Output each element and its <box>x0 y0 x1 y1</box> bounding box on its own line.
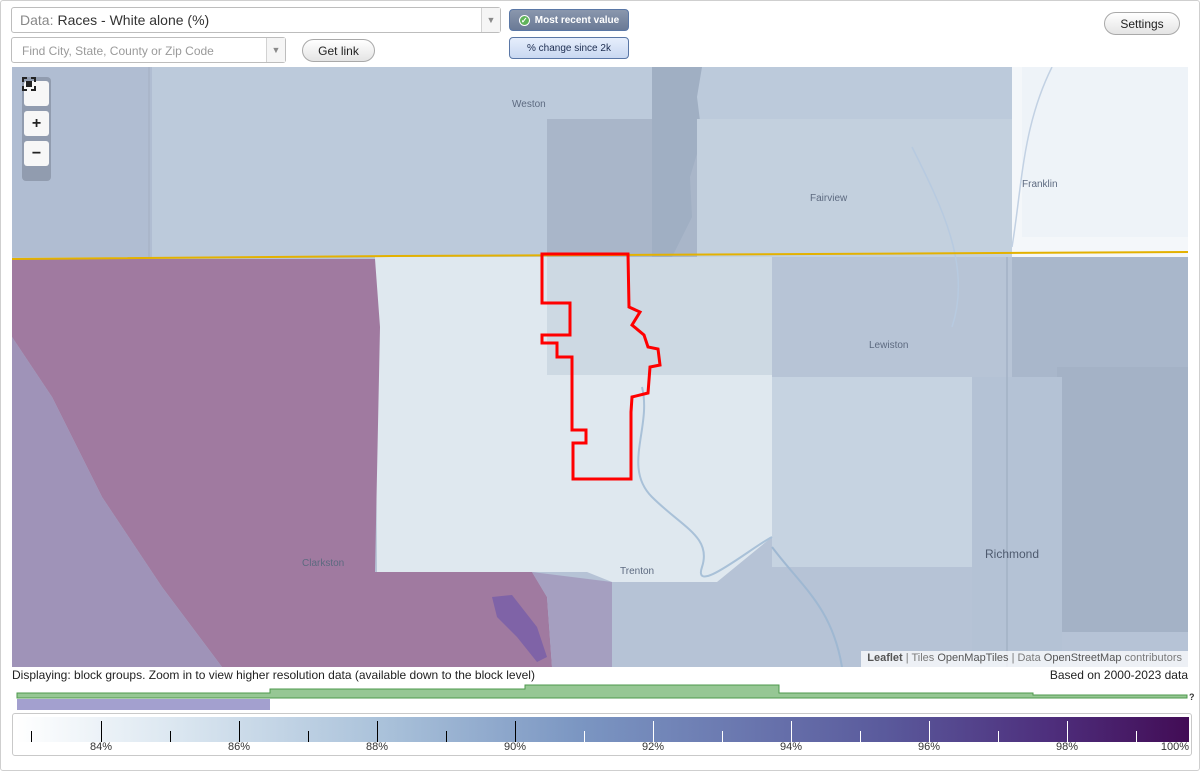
map-canvas[interactable] <box>12 67 1188 667</box>
leaflet-link[interactable]: Leaflet <box>867 652 903 664</box>
legend-major-tick <box>653 721 654 742</box>
legend-minor-tick <box>998 731 999 742</box>
settings-button[interactable]: Settings <box>1104 12 1180 35</box>
search-dropdown-chevron-icon[interactable]: ▼ <box>266 38 285 62</box>
legend-minor-tick <box>446 731 447 742</box>
data-select-prefix: Data: <box>20 12 54 28</box>
attribution-data-prefix: Data <box>1017 652 1041 664</box>
data-variable-select[interactable]: Data: Races - White alone (%) ▼ <box>11 7 501 33</box>
percent-change-button[interactable]: % change since 2k <box>509 37 629 59</box>
legend-label: 96% <box>917 741 941 753</box>
minus-icon: − <box>31 144 42 162</box>
map-attribution: Leaflet | Tiles OpenMapTiles | Data Open… <box>861 651 1188 667</box>
most-recent-value-label: Most recent value <box>534 14 620 26</box>
legend-major-tick <box>791 721 792 742</box>
selected-area-outline <box>540 252 662 481</box>
choropleth-map[interactable]: Weston Fairview Franklin Lewiston Clarks… <box>12 67 1188 667</box>
value-histogram <box>16 684 1188 710</box>
data-years-note: Based on 2000-2023 data <box>1049 668 1188 682</box>
attribution-tiles-prefix: Tiles <box>911 652 935 664</box>
legend-label: 88% <box>365 741 389 753</box>
legend-minor-tick <box>308 731 309 742</box>
legend-major-tick <box>101 721 102 742</box>
help-mark[interactable]: ? <box>1189 692 1195 702</box>
legend-label: 86% <box>227 741 251 753</box>
place-label: Franklin <box>1022 179 1058 190</box>
legend-minor-tick <box>584 731 585 742</box>
data-select-value: Races - White alone (%) <box>57 12 210 28</box>
legend-label: 100% <box>1160 741 1190 753</box>
legend-label: 92% <box>641 741 665 753</box>
legend-major-tick <box>515 721 516 742</box>
checkmark-icon: ✓ <box>518 14 530 26</box>
legend-minor-tick <box>31 731 32 742</box>
fullscreen-button[interactable] <box>22 77 49 106</box>
place-label: Richmond <box>985 547 1040 561</box>
place-label: Lewiston <box>869 340 909 351</box>
place-label: Trenton <box>620 566 655 577</box>
zoom-in-button[interactable]: + <box>24 111 49 136</box>
map-zoom-controls: + − <box>22 77 51 181</box>
attribution-suffix: contributors <box>1124 652 1182 664</box>
location-search-box[interactable]: ▼ <box>11 37 286 63</box>
zoom-out-button[interactable]: − <box>24 141 49 166</box>
openmaptiles-link[interactable]: OpenMapTiles <box>937 652 1009 664</box>
legend-major-tick <box>1067 721 1068 742</box>
most-recent-value-button[interactable]: ✓ Most recent value <box>509 9 629 31</box>
place-label: Clarkston <box>302 558 345 569</box>
display-resolution-note: Displaying: block groups. Zoom in to vie… <box>12 668 535 682</box>
legend-gradient-bar <box>16 717 1189 742</box>
openstreetmap-link[interactable]: OpenStreetMap <box>1043 652 1122 664</box>
legend-minor-tick <box>722 731 723 742</box>
legend-label: 90% <box>503 741 527 753</box>
chevron-down-icon[interactable]: ▼ <box>481 8 500 32</box>
get-link-button[interactable]: Get link <box>302 39 375 62</box>
place-label: Weston <box>512 99 546 110</box>
legend-minor-tick <box>170 731 171 742</box>
plus-icon: + <box>31 114 42 132</box>
legend-label: 84% <box>89 741 113 753</box>
legend-major-tick <box>239 721 240 742</box>
legend-major-tick <box>929 721 930 742</box>
legend-minor-tick <box>1136 731 1137 742</box>
place-label: Fairview <box>810 193 848 204</box>
color-legend: 84% 86% 88% 90% 92% 94% 96% 98% 100% <box>12 713 1192 756</box>
location-search-input[interactable] <box>20 42 265 59</box>
legend-minor-tick <box>860 731 861 742</box>
legend-label: 94% <box>779 741 803 753</box>
fullscreen-icon <box>22 77 36 91</box>
legend-label: 98% <box>1055 741 1079 753</box>
legend-major-tick <box>377 721 378 742</box>
